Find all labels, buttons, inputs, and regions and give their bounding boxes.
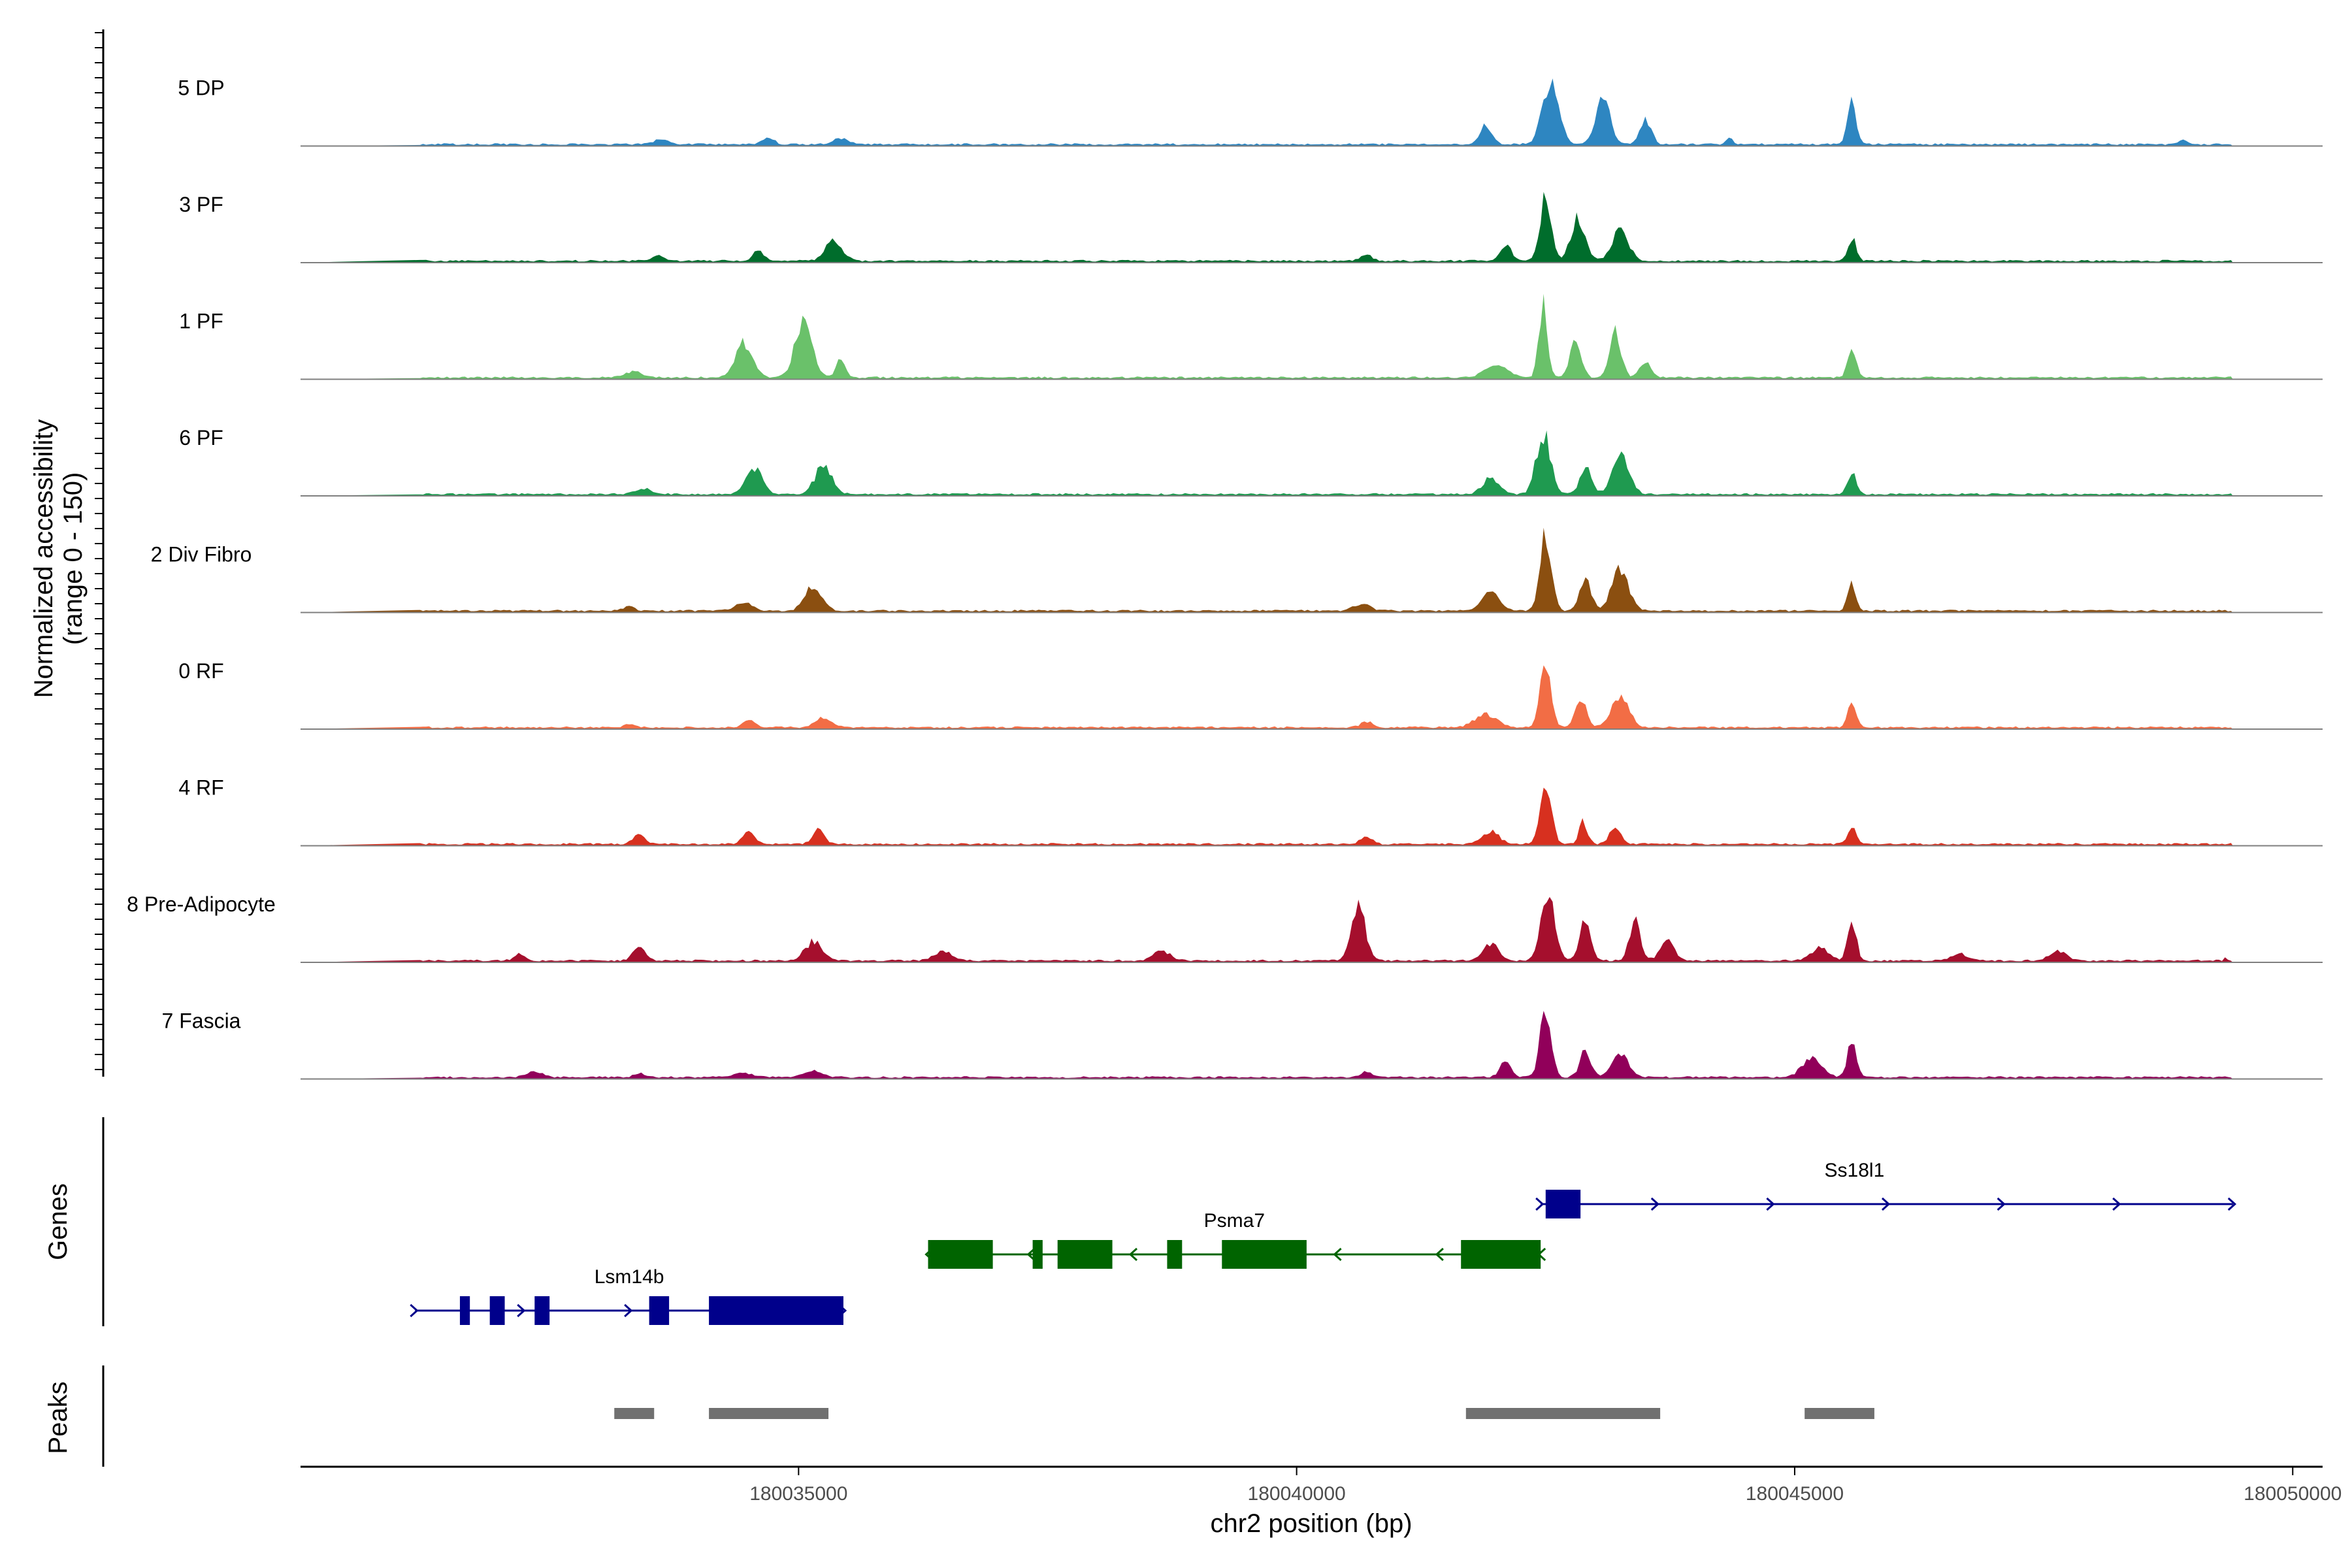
track-label: 1 PF [179, 310, 223, 333]
genes-panel-label: Genes [44, 1183, 73, 1260]
track-label: 3 PF [179, 193, 223, 216]
x-tick-label: 180045000 [1746, 1483, 1844, 1505]
gene-lsm14b: Lsm14b [410, 1266, 847, 1325]
gene-annotations: Lsm14b Psma7 Ss18l1 [410, 1160, 2237, 1325]
track-label: 5 DP [178, 76, 224, 100]
peak-region [1465, 1408, 1661, 1419]
coverage-area [301, 1011, 2233, 1079]
strand-arrow [1997, 1197, 2006, 1211]
peak-region [614, 1408, 655, 1419]
exon [489, 1296, 505, 1325]
peak-region [1805, 1408, 1874, 1419]
coverage-area [301, 293, 2233, 380]
track-4-rf: 4 RF [178, 776, 2323, 847]
strand-arrow [2112, 1197, 2121, 1211]
exon [459, 1296, 470, 1325]
gene-label: Lsm14b [595, 1266, 664, 1288]
coverage-tracks: 5 DP 3 PF 1 PF 6 PF 2 Div Fibro 0 RF 4 RF 8 Pre… [127, 76, 2323, 1080]
coverage-area [301, 78, 2233, 146]
exon [534, 1296, 550, 1325]
strand-arrow [1435, 1247, 1444, 1262]
coverage-area [301, 787, 2233, 846]
track-0-rf: 0 RF [178, 659, 2323, 730]
track-label: 2 Div Fibro [151, 543, 252, 566]
x-tick-label: 180040000 [1248, 1483, 1346, 1505]
strand-arrow [1881, 1197, 1891, 1211]
exon [649, 1296, 670, 1325]
exon [1057, 1240, 1113, 1269]
coverage-area [301, 527, 2233, 613]
strand-arrow [1766, 1197, 1775, 1211]
exon [928, 1240, 993, 1269]
exon [1032, 1240, 1043, 1269]
x-axis-ticks: 180035000 180040000 180045000 180050000 [749, 1467, 2342, 1505]
y-axis-title-line2: (range 0 - 150) [59, 472, 88, 645]
peak-regions [614, 1408, 1874, 1419]
exon [1167, 1240, 1183, 1269]
track-7-fascia: 7 Fascia [162, 1009, 2323, 1080]
track-5-dp: 5 DP [178, 76, 2323, 147]
coverage-y-ticks [95, 32, 103, 1070]
strand-arrow [517, 1303, 526, 1318]
strand-arrow [2227, 1197, 2237, 1211]
exon [1222, 1240, 1307, 1269]
track-8-pre-adipocyte: 8 Pre-Adipocyte [127, 892, 2323, 963]
track-3-pf: 3 PF [179, 191, 2323, 263]
strand-arrow [410, 1303, 419, 1318]
x-tick-label: 180035000 [749, 1483, 847, 1505]
peaks-panel-label: Peaks [44, 1381, 73, 1454]
strand-arrow [1026, 1247, 1036, 1262]
strand-arrow [1333, 1247, 1342, 1262]
exon [1461, 1240, 1541, 1269]
y-axis-title-line1: Normalized accessibility [29, 419, 58, 698]
strand-arrow [1650, 1197, 1660, 1211]
track-label: 6 PF [179, 426, 223, 449]
strand-arrow [1535, 1197, 1544, 1211]
gene-ss18l1: Ss18l1 [1535, 1160, 2237, 1218]
coverage-area [301, 191, 2233, 263]
coverage-area [301, 430, 2233, 496]
track-2-div-fibro: 2 Div Fibro [151, 527, 2323, 613]
strand-arrow [624, 1303, 633, 1318]
gene-label: Ss18l1 [1825, 1160, 1885, 1181]
x-axis-title: chr2 position (bp) [1210, 1509, 1412, 1538]
strand-arrow [1128, 1247, 1138, 1262]
exon [1545, 1190, 1581, 1218]
track-label: 0 RF [178, 659, 223, 683]
coverage-area [301, 665, 2233, 729]
track-1-pf: 1 PF [179, 293, 2323, 380]
gene-psma7: Psma7 [924, 1210, 1546, 1269]
exon [709, 1296, 843, 1325]
x-tick-label: 180050000 [2244, 1483, 2342, 1505]
gene-label: Psma7 [1204, 1210, 1265, 1232]
track-label: 4 RF [178, 776, 223, 800]
track-label: 7 Fascia [162, 1009, 241, 1033]
track-6-pf: 6 PF [179, 426, 2323, 497]
peak-region [709, 1408, 829, 1419]
coverage-area [301, 896, 2233, 962]
track-label: 8 Pre-Adipocyte [127, 892, 276, 916]
